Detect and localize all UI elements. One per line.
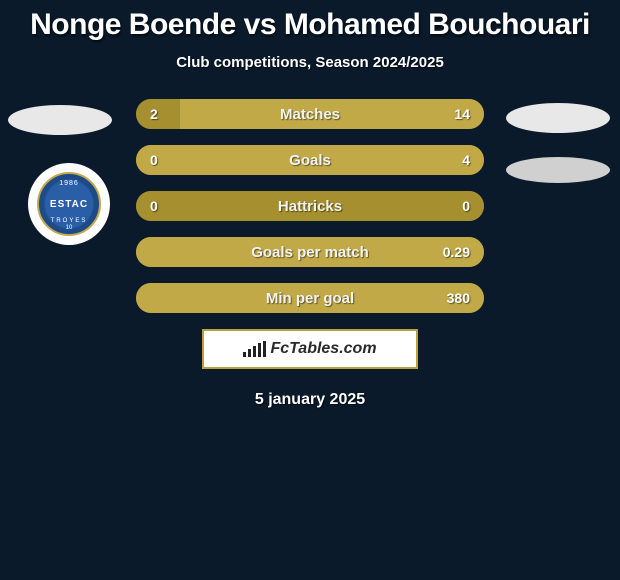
player2-photo-placeholder bbox=[506, 103, 610, 133]
page-title: Nonge Boende vs Mohamed Bouchouari bbox=[0, 0, 620, 42]
stat-row: 0 0 Hattricks bbox=[136, 191, 484, 221]
comparison-content: 1986 ESTAC TROYES 10 214Matches04Goals00… bbox=[0, 99, 620, 409]
stat-value-right: 14 bbox=[454, 106, 470, 122]
stat-value-left: 2 bbox=[150, 106, 158, 122]
brand-bars-icon bbox=[243, 341, 266, 357]
club-badge-city: TROYES bbox=[51, 218, 88, 224]
brand-bar-segment bbox=[258, 343, 261, 357]
stat-row: 0.29 Goals per match bbox=[136, 237, 484, 267]
stat-label: Goals per match bbox=[251, 244, 369, 261]
player1-photo-placeholder bbox=[8, 105, 112, 135]
stat-row: 2 14 Matches bbox=[136, 99, 484, 129]
player1-club-badge: 1986 ESTAC TROYES 10 bbox=[28, 163, 110, 245]
date-line: 5 january 2025 bbox=[0, 391, 620, 409]
stat-label: Matches bbox=[280, 106, 340, 123]
stat-value-left: 0 bbox=[150, 152, 158, 168]
stat-row: 0 4 Goals bbox=[136, 145, 484, 175]
stat-label: Hattricks bbox=[278, 198, 342, 215]
stat-bars: 2 14 Matches 0 4 Goals 0 0 Hattricks 0.29 Goals pe… bbox=[136, 99, 484, 313]
brand-bar-segment bbox=[253, 346, 256, 357]
player2-flag-placeholder bbox=[506, 157, 610, 183]
brand-box: FcTables.com bbox=[202, 329, 418, 369]
subtitle: Club competitions, Season 2024/2025 bbox=[0, 54, 620, 71]
stat-label: Min per goal bbox=[266, 290, 354, 307]
brand-text: FcTables.com bbox=[270, 340, 376, 358]
club-badge-year: 1986 bbox=[59, 180, 79, 187]
club-badge-inner: 1986 ESTAC TROYES 10 bbox=[37, 172, 101, 236]
stat-value-right: 380 bbox=[447, 290, 470, 306]
brand-bar-segment bbox=[263, 341, 266, 357]
stat-value-right: 0.29 bbox=[443, 244, 470, 260]
stat-row: 380 Min per goal bbox=[136, 283, 484, 313]
club-badge-name: ESTAC bbox=[50, 199, 88, 210]
brand-bar-segment bbox=[243, 352, 246, 357]
stat-label: Goals bbox=[289, 152, 331, 169]
stat-value-right: 4 bbox=[462, 152, 470, 168]
stat-value-left: 0 bbox=[150, 198, 158, 214]
club-badge-number: 10 bbox=[66, 225, 73, 231]
brand-bar-segment bbox=[248, 349, 251, 357]
stat-value-right: 0 bbox=[462, 198, 470, 214]
